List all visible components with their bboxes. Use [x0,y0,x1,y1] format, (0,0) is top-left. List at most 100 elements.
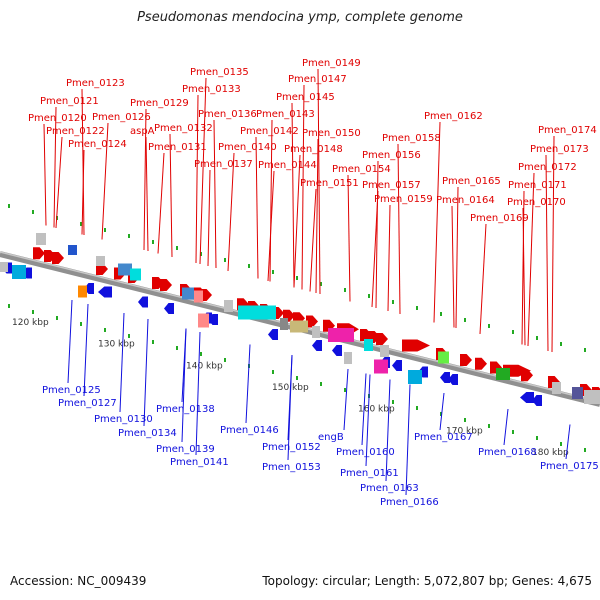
feature-box[interactable] [238,305,276,320]
feature-box[interactable] [12,265,26,279]
feature-box[interactable] [344,352,352,364]
gene-label-top: Pmen_0132 [154,123,213,134]
gene-label-top: Pmen_0123 [66,78,125,89]
gene-label-top: Pmen_0145 [276,92,335,103]
scale-label: 180 kbp [532,448,569,458]
gene-label-bottom: Pmen_0130 [94,414,153,425]
feature-box[interactable] [364,339,373,351]
feature-box[interactable] [380,345,389,357]
tick-mark-lower [128,334,130,338]
gene-label-top: Pmen_0148 [284,144,343,155]
genome-summary-label: Topology: circular; Length: 5,072,807 bp… [262,574,592,588]
reverse-gene-arrow[interactable] [98,286,112,298]
feature-box[interactable] [328,328,354,342]
forward-gene-arrow[interactable] [460,354,472,366]
gene-label-top: Pmen_0120 [28,113,87,124]
reverse-gene-arrow[interactable] [138,296,148,308]
reverse-gene-arrow[interactable] [208,314,218,325]
tick-mark-lower [320,382,322,386]
reverse-gene-arrow[interactable] [312,340,322,351]
gene-label-bottom: Pmen_0168 [478,447,537,458]
feature-box[interactable] [224,300,233,312]
gene-label-top: Pmen_0131 [148,142,207,153]
feature-box[interactable] [496,368,510,380]
forward-gene-arrow[interactable] [475,357,487,370]
gene-leader-line [227,152,235,272]
gene-label-top: aspA [130,126,155,137]
gene-leader-line [309,188,317,292]
feature-box[interactable] [280,318,288,330]
reverse-gene-arrow[interactable] [392,360,402,371]
tick-mark-lower [560,442,562,446]
gene-label-top: Pmen_0172 [518,162,577,173]
gene-label-top: Pmen_0154 [332,164,391,175]
gene-label-top: Pmen_0159 [374,194,433,205]
feature-box[interactable] [374,359,388,374]
reverse-gene-arrow[interactable] [332,345,342,356]
gene-leader-line [405,384,411,496]
gene-leader-line [195,94,199,264]
tick-mark-upper [200,252,202,256]
tick-mark-upper [248,264,250,268]
tick-mark-lower [512,430,514,434]
tick-mark-lower [440,412,442,416]
feature-box[interactable] [584,390,600,404]
feature-box[interactable] [78,285,87,298]
forward-gene-arrow[interactable] [52,252,64,264]
feature-box[interactable] [438,351,449,364]
tick-mark-upper [488,324,490,328]
gene-leader-line [343,368,349,431]
gene-label-bottom: Pmen_0153 [262,462,321,473]
tick-mark-lower [464,418,466,422]
reverse-gene-arrow[interactable] [520,392,534,403]
feature-box[interactable] [36,233,46,245]
tick-mark-upper [440,312,442,316]
feature-box[interactable] [96,256,105,266]
gene-leader-line [545,154,549,352]
reverse-gene-arrow[interactable] [164,303,174,314]
forward-gene-arrow[interactable] [521,369,533,382]
gene-label-top: Pmen_0149 [302,58,361,69]
feature-box[interactable] [572,387,583,399]
gene-leader-line [145,136,149,252]
feature-box[interactable] [130,268,141,281]
gene-label-top: Pmen_0143 [256,109,315,120]
feature-box[interactable] [408,370,422,384]
gene-leader-line [213,119,217,269]
gene-leader-line [451,205,455,328]
feature-box[interactable] [552,382,561,394]
forward-gene-arrow[interactable] [306,315,318,328]
forward-gene-arrow[interactable] [33,247,45,260]
tick-mark-upper [128,234,130,238]
gene-label-top: Pmen_0151 [300,178,359,189]
reverse-gene-arrow[interactable] [268,329,278,340]
feature-box[interactable] [0,262,8,272]
feature-box[interactable] [290,320,308,333]
feature-box[interactable] [312,326,320,338]
forward-gene-arrow[interactable] [376,333,388,345]
feature-box[interactable] [198,313,209,328]
tick-mark-upper [512,330,514,334]
scale-label: 140 kbp [186,362,223,372]
reverse-gene-arrow[interactable] [532,395,542,406]
gene-leader-line [301,84,305,290]
gene-label-top: Pmen_0135 [190,67,249,78]
gene-label-top: Pmen_0122 [46,126,105,137]
feature-box[interactable] [68,245,77,255]
gene-label-top: Pmen_0126 [92,112,151,123]
reverse-gene-arrow[interactable] [440,372,450,383]
tick-mark-upper [416,306,418,310]
forward-gene-arrow[interactable] [160,279,172,291]
gene-label-bottom: Pmen_0175 [540,461,599,472]
tick-mark-lower [296,376,298,380]
tick-mark-upper [8,204,10,208]
feature-box[interactable] [182,287,194,300]
gene-leader-line [397,143,401,315]
reverse-gene-arrow[interactable] [448,374,458,385]
forward-gene-arrow[interactable] [402,339,430,352]
gene-leader-line [503,408,509,446]
tick-mark-lower [272,370,274,374]
feature-box[interactable] [194,290,203,303]
feature-box[interactable] [118,263,132,276]
